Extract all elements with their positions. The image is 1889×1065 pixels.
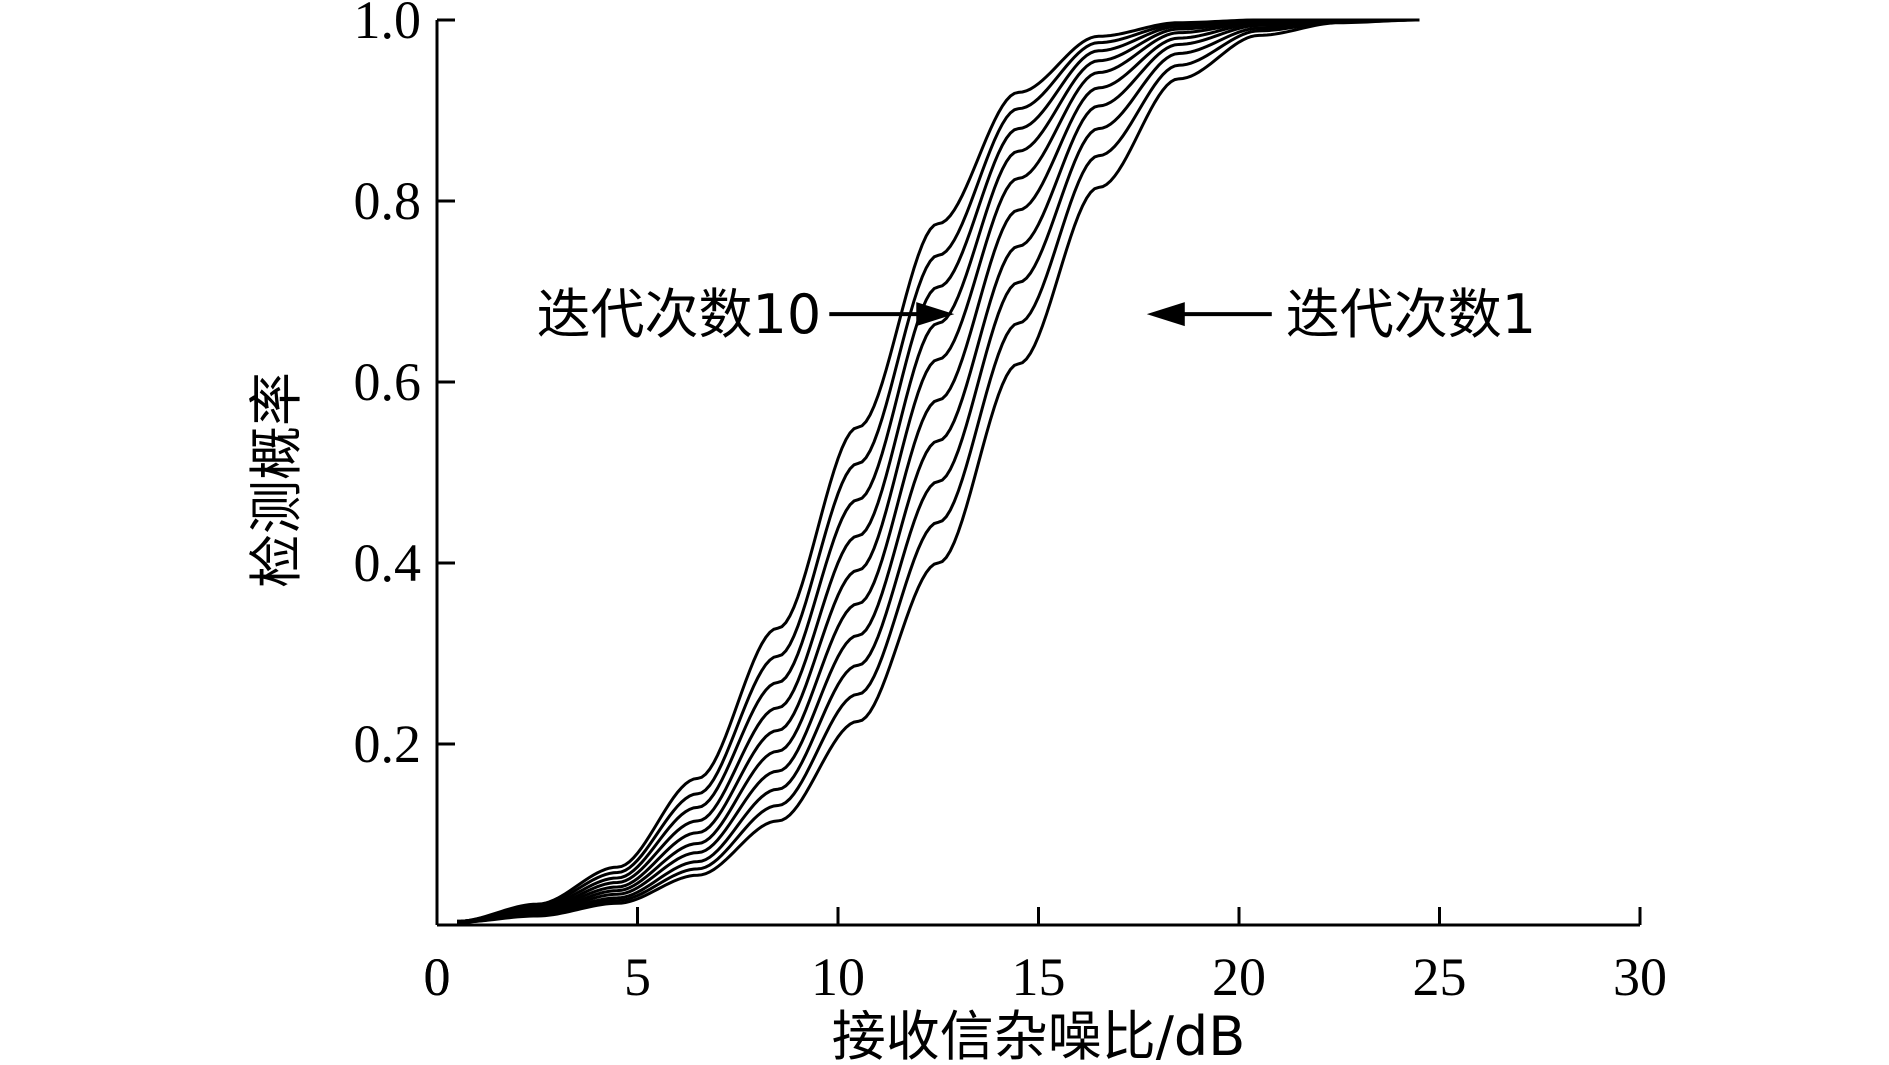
annotation-arrowhead (916, 302, 955, 327)
series-line-10 (457, 18, 1420, 923)
annotation-label: 迭代次数1 (1286, 283, 1536, 346)
series-line-2 (457, 18, 1420, 924)
x-tick-label: 5 (624, 947, 651, 1007)
x-tick-label: 25 (1413, 947, 1467, 1007)
annotations: 迭代次数10 迭代次数1 (537, 283, 1537, 346)
y-tick-label: 0.2 (354, 714, 422, 774)
series-group (457, 18, 1420, 924)
series-line-7 (457, 18, 1420, 923)
annotation-arrowhead (1146, 302, 1185, 327)
x-tick-label: 10 (811, 947, 865, 1007)
series-line-1 (457, 18, 1420, 924)
y-tick-label: 1.0 (354, 0, 422, 50)
origin-label: 0 (424, 947, 451, 1007)
y-tick-label: 0.8 (354, 171, 422, 231)
axes (435, 18, 1642, 927)
x-tick-label: 15 (1012, 947, 1066, 1007)
series-line-5 (457, 18, 1420, 924)
series-line-6 (457, 18, 1420, 923)
y-tick-label: 0.4 (354, 533, 422, 593)
y-tick-label: 0.6 (354, 352, 422, 412)
x-tick-label: 30 (1613, 947, 1667, 1007)
x-tick-label: 0 (424, 947, 451, 1007)
series-line-9 (457, 18, 1420, 923)
series-line-8 (457, 18, 1420, 923)
x-axis-title: 接收信杂噪比/dB (832, 1005, 1246, 1065)
y-axis-title: 检测概率 (245, 372, 308, 588)
x-tick-label: 20 (1212, 947, 1266, 1007)
annotation-label: 迭代次数10 (537, 283, 822, 346)
series-line-4 (457, 18, 1420, 924)
labels: 0 5 10 15 20 25 300.20.40.60.81.00接收信杂噪比/dB检测概… (245, 0, 1667, 1065)
series-line-3 (457, 18, 1420, 924)
